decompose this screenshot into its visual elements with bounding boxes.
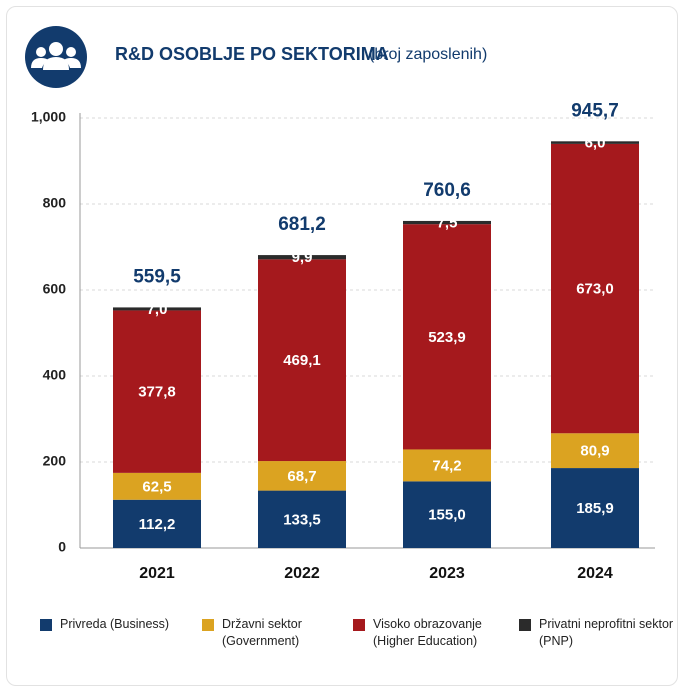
icon [25,26,87,88]
x-tick-label: 2023 [429,565,465,582]
data-label: 62,5 [142,478,171,495]
bar-segment [551,141,639,144]
y-tick-label: 1,000 [31,109,66,125]
data-label: 6,0 [585,135,606,152]
bar-segment [258,259,346,462]
bar-segment [113,472,201,500]
total-label: 945,7 [571,100,619,121]
total-label: 760,6 [423,180,471,201]
legend-swatch [353,619,365,631]
data-label: 377,8 [138,384,176,401]
bar-segment [551,468,639,548]
bar-segment [403,449,491,482]
data-label: 133,5 [283,511,321,528]
bar-segment [113,499,201,548]
y-tick-label: 600 [43,281,67,297]
chart-title: R&D OSOBLJE PO SEKTORIMA [115,44,389,64]
data-label: 74,2 [432,457,461,474]
bar-segment [113,307,201,311]
bar-segment [551,143,639,434]
total-label: 559,5 [133,266,181,287]
x-tick-label: 2024 [577,565,613,582]
data-label: 469,1 [283,352,321,369]
bar-segment [403,220,491,225]
y-tick-label: 0 [58,539,66,555]
x-tick-label: 2022 [284,565,320,582]
bar-segment [403,481,491,548]
chart-subtitle: (broj zaposlenih) [369,46,487,63]
data-label: 112,2 [139,516,176,533]
y-tick-label: 200 [43,453,67,469]
legend-label: Visoko obrazovanje (Higher Education) [373,617,482,648]
legend: Privreda (Business) Državni sektor (Gover… [40,616,680,676]
legend-swatch [519,619,531,631]
bar-segment [258,461,346,491]
legend-label: Privreda (Business) [60,617,170,631]
data-label: 68,7 [287,468,316,485]
legend-swatch [40,619,52,631]
data-label: 9,9 [292,249,313,266]
bar-segment [258,490,346,548]
total-label: 681,2 [278,214,326,235]
bar-segment [403,224,491,450]
y-tick-label: 800 [43,195,67,211]
legend-swatch [202,619,214,631]
bar-segment [551,433,639,469]
bar-segment [258,255,346,260]
legend-label: Državni sektor (Government) [222,617,302,648]
data-label: 673,0 [576,281,614,298]
data-label: 155,0 [428,507,466,524]
data-label: 185,9 [576,500,614,517]
y-tick-label: 400 [43,367,67,383]
bar-segment [113,310,201,473]
data-label: 80,9 [580,443,609,460]
data-label: 7,5 [437,215,458,232]
data-label: 7,0 [147,301,168,318]
x-tick-label: 2021 [139,565,175,582]
legend-label: Privatni neprofitni sektor (PNP) [539,617,674,648]
data-label: 523,9 [428,329,466,346]
